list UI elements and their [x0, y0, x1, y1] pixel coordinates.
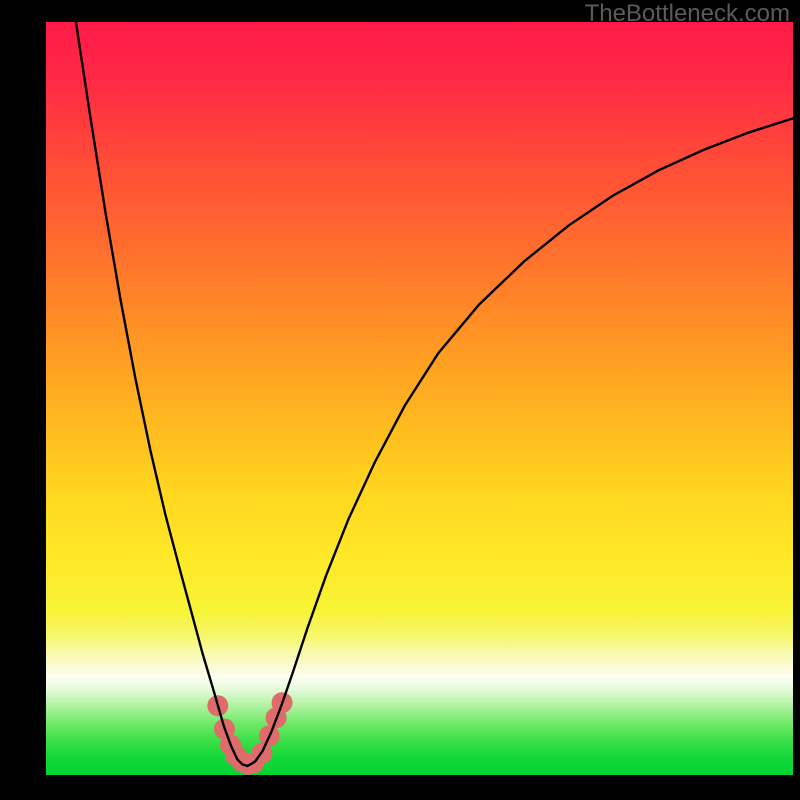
chart-plot-area: [46, 22, 793, 775]
watermark-text: TheBottleneck.com: [585, 0, 790, 28]
curve-left-branch: [76, 22, 248, 766]
chart-markers: [207, 692, 292, 775]
chart-svg-layer: [46, 22, 793, 775]
curve-right-branch: [248, 118, 793, 766]
